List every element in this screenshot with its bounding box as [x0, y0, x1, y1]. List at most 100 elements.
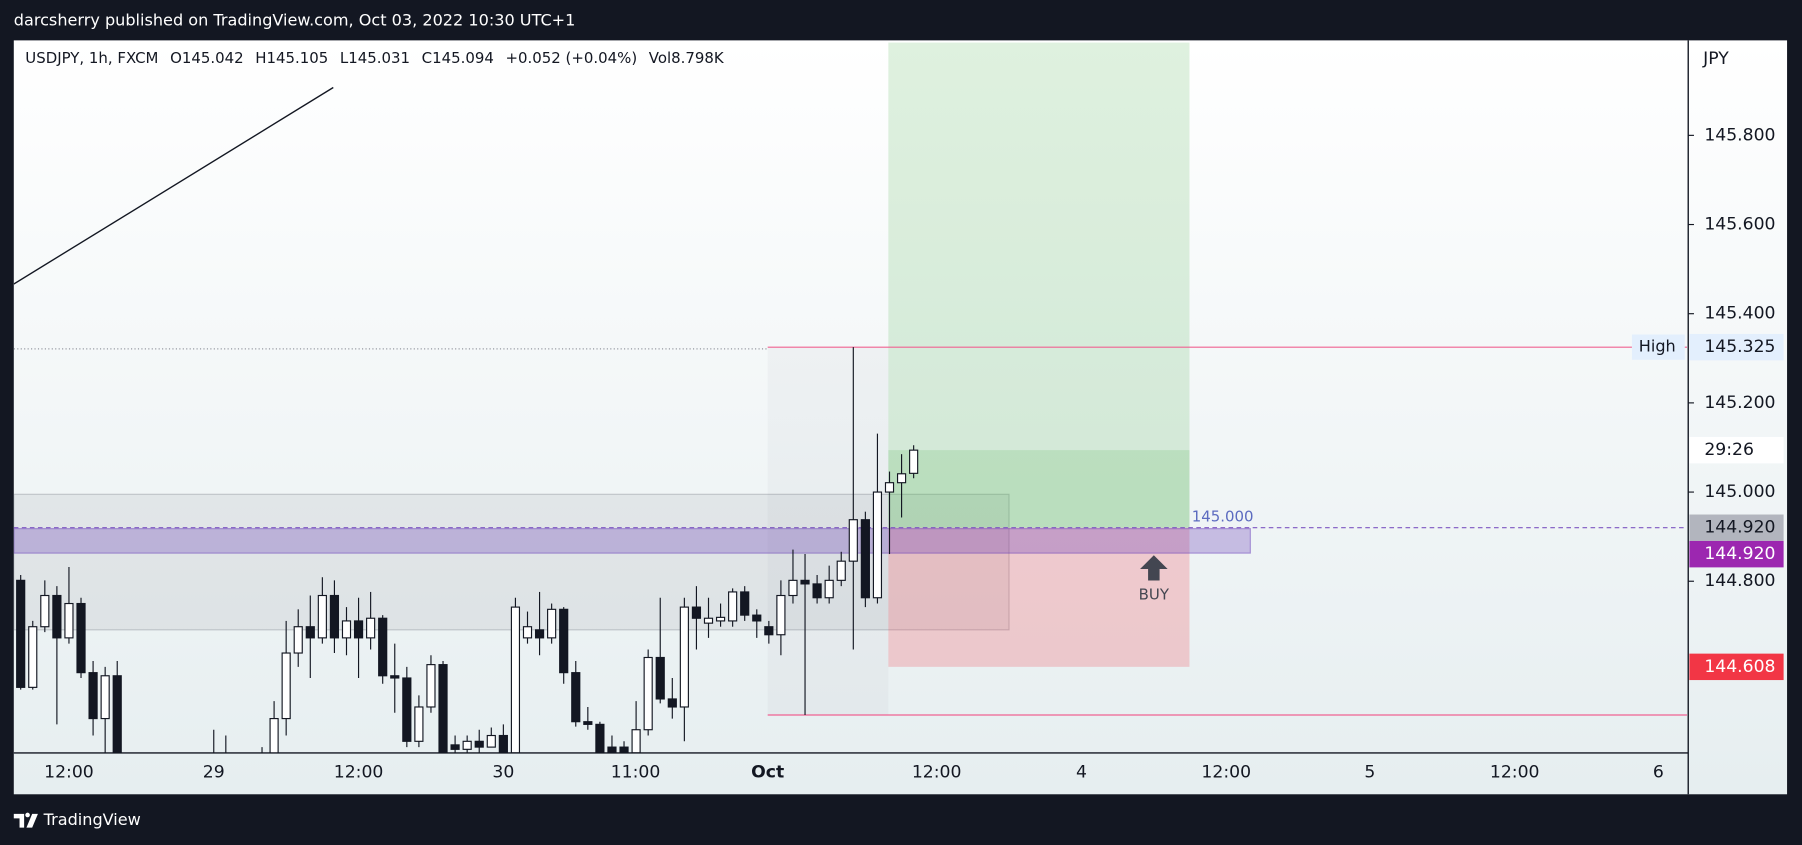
- candle-up: [848, 519, 858, 562]
- high-name-box: [1631, 334, 1685, 360]
- candle-up: [149, 804, 157, 813]
- candle-down: [752, 614, 762, 622]
- x-tick-label: 12:00: [44, 762, 94, 782]
- candle-up: [40, 594, 50, 628]
- candle-down: [740, 591, 750, 616]
- candle-up: [547, 608, 557, 639]
- legend-symbol: USDJPY, 1h, FXCM: [25, 49, 158, 67]
- candle-up: [776, 594, 786, 636]
- candle-up: [269, 717, 279, 753]
- x-tick-label: 11:00: [611, 762, 661, 782]
- candle-up: [679, 606, 689, 708]
- y-tick-label: 144.800: [1704, 571, 1775, 591]
- zone-price-label-box: [1689, 540, 1784, 568]
- plot-area: [13, 42, 1688, 831]
- candle-up: [64, 602, 74, 639]
- countdown-label-box: [1689, 436, 1784, 464]
- x-tick-label: 12:00: [1201, 762, 1251, 782]
- candle-down: [667, 698, 677, 708]
- high-price-label-box: [1689, 333, 1784, 361]
- candle-up: [703, 617, 714, 624]
- loss-zone: [888, 527, 1190, 667]
- candle-up: [281, 652, 291, 720]
- publish-header: darcsherry published on TradingView.com,…: [14, 10, 576, 29]
- x-tick-label: 5: [1364, 762, 1375, 782]
- candle-up: [896, 473, 907, 484]
- countdown-label: 29:26: [1704, 440, 1754, 460]
- candle-down: [174, 818, 182, 831]
- candle-down: [800, 579, 810, 585]
- trend-line: [13, 86, 334, 285]
- x-tick-label: Oct: [751, 762, 784, 782]
- profit-zone: [888, 42, 1190, 528]
- candle-down: [583, 721, 593, 725]
- stop-price-label: 144.608: [1704, 657, 1775, 677]
- legend-low: L145.031: [340, 49, 410, 67]
- profit-filled: [888, 450, 1190, 528]
- candle-up: [186, 800, 194, 831]
- candle-down: [595, 723, 605, 753]
- y-tick-label: 145.400: [1704, 304, 1775, 324]
- candle-up: [426, 664, 436, 708]
- candle-down: [353, 620, 364, 639]
- y-tick-label: 145.600: [1704, 215, 1775, 235]
- footer-brand: TradingView: [43, 810, 141, 829]
- candle-down: [619, 746, 629, 753]
- high-price-label: 145.325: [1704, 337, 1775, 357]
- candle-up: [643, 656, 653, 731]
- chart-panel: [13, 40, 1788, 795]
- stop-price-label-box: [1689, 653, 1784, 681]
- candle-up: [909, 449, 919, 474]
- candle-up: [872, 491, 883, 599]
- candle-down: [571, 672, 581, 723]
- candle-up: [824, 579, 834, 599]
- candle-up: [414, 706, 424, 742]
- candle-down: [52, 594, 62, 639]
- tradingview-logo: TradingView: [13, 810, 141, 829]
- candle-down: [655, 656, 665, 700]
- candle-up: [366, 617, 376, 639]
- legend-high: H145.105: [255, 49, 328, 67]
- candle-up: [836, 560, 846, 581]
- support-zone: [13, 528, 1251, 554]
- candle-down: [402, 677, 412, 742]
- entry-price-label-box: [1689, 514, 1784, 541]
- candle-down: [88, 672, 98, 720]
- candle-up: [788, 579, 798, 597]
- currency-label: JPY: [1702, 49, 1729, 69]
- candle-up: [317, 594, 327, 639]
- candle-up: [100, 675, 110, 720]
- candle-down: [607, 746, 617, 753]
- buy-arrow: [1140, 555, 1168, 581]
- x-tick-label: 29: [203, 762, 225, 782]
- candle-down: [534, 629, 545, 639]
- candle-up: [341, 620, 352, 639]
- candle-down: [438, 664, 448, 753]
- candle-down: [112, 675, 122, 753]
- zone-price-label: 144.920: [1704, 544, 1775, 564]
- candle-down: [329, 594, 340, 639]
- round-level-label: 145.000: [1192, 507, 1254, 525]
- candle-down: [305, 626, 315, 639]
- candle-up: [522, 626, 533, 639]
- candle-up: [293, 626, 303, 654]
- buy-label: BUY: [1139, 585, 1170, 603]
- candle-up: [631, 729, 641, 753]
- range-shade: [767, 347, 889, 716]
- x-tick-label: 30: [492, 762, 514, 782]
- candle-down: [161, 804, 169, 817]
- candle-up: [884, 482, 895, 493]
- entry-price-label: 144.920: [1704, 518, 1775, 538]
- x-tick-label: 12:00: [912, 762, 962, 782]
- candle-up: [462, 740, 472, 750]
- candle-down: [390, 675, 400, 679]
- candle-down: [474, 740, 484, 748]
- candle-down: [450, 744, 460, 750]
- symbol-legend: USDJPY, 1h, FXCM O145.042 H145.105 L145.…: [25, 49, 725, 67]
- x-tick-label: 12:00: [1490, 762, 1540, 782]
- candle-up: [28, 626, 38, 688]
- high-name: High: [1639, 337, 1676, 356]
- candle-down: [378, 617, 388, 677]
